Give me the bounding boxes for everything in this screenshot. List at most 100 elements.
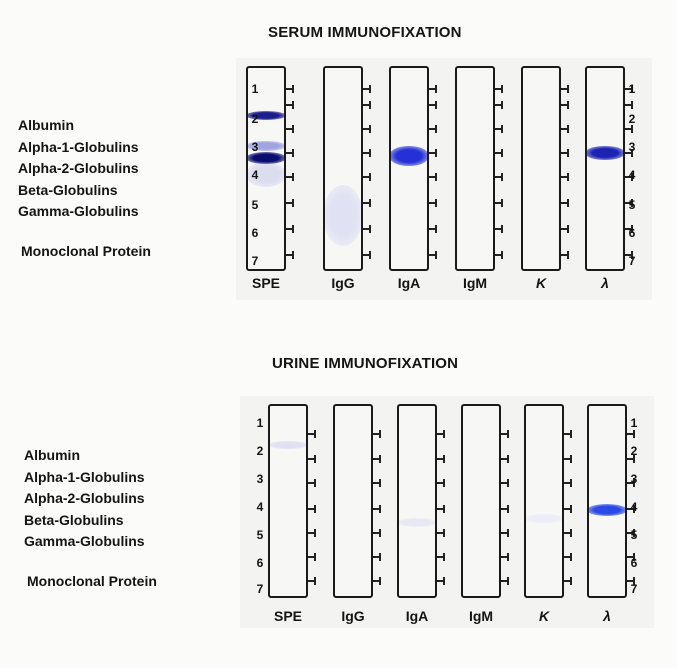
urine-tick-mark xyxy=(564,479,572,487)
serum-lane-label-iga: IgA xyxy=(397,275,421,291)
serum-tick-mark xyxy=(286,225,294,233)
urine-left-fraction-number: 7 xyxy=(256,582,264,596)
urine-lane-label-spe: SPE xyxy=(273,608,302,624)
urine-tick-mark xyxy=(373,505,381,513)
urine-tick-mark xyxy=(373,430,381,438)
urine-right-fraction-number: 2 xyxy=(630,444,638,458)
serum-panel: SERUM IMMUNOFIXATION Albumin Alpha-1-Glo… xyxy=(0,0,677,320)
serum-fraction-alpha2: Alpha-2-Globulins xyxy=(18,160,139,176)
serum-spe-band xyxy=(248,140,284,152)
serum-lane-label-igg: IgG xyxy=(331,275,355,291)
urine-lane-label-igm: IgM xyxy=(468,608,494,624)
urine-tick-mark xyxy=(564,430,572,438)
urine-right-fraction-number: 1 xyxy=(630,416,638,430)
urine-left-fraction-number: 6 xyxy=(256,556,264,570)
urine-right-fraction-number: 5 xyxy=(630,528,638,542)
urine-tick-mark xyxy=(373,553,381,561)
urine-right-fraction-number: 7 xyxy=(630,582,638,596)
urine-right-fraction-number: 3 xyxy=(630,472,638,486)
urine-tick-mark xyxy=(373,529,381,537)
urine-left-fraction-number: 1 xyxy=(256,416,264,430)
urine-tick-mark xyxy=(308,479,316,487)
serum-lane-label-kappa: K xyxy=(535,275,547,291)
serum-left-fraction-number: 6 xyxy=(251,226,259,240)
urine-tick-mark xyxy=(627,479,635,487)
serum-left-fraction-number: 4 xyxy=(251,168,259,182)
serum-lane-kappa xyxy=(521,66,561,271)
serum-iga-band xyxy=(391,145,427,167)
serum-tick-mark xyxy=(561,85,569,93)
urine-right-fraction-number: 6 xyxy=(630,556,638,570)
urine-tick-mark xyxy=(627,430,635,438)
urine-tick-mark xyxy=(437,529,445,537)
serum-lane-label-igm: IgM xyxy=(462,275,488,291)
urine-tick-mark xyxy=(373,479,381,487)
serum-tick-mark xyxy=(625,251,633,259)
serum-right-fraction-number: 1 xyxy=(628,82,636,96)
serum-tick-mark xyxy=(286,173,294,181)
serum-tick-mark xyxy=(363,199,371,207)
serum-tick-mark xyxy=(495,173,503,181)
urine-tick-mark xyxy=(501,505,509,513)
serum-tick-mark xyxy=(429,125,437,133)
urine-kappa-band xyxy=(526,513,562,524)
serum-fraction-albumin: Albumin xyxy=(18,117,74,133)
urine-tick-mark xyxy=(437,479,445,487)
serum-lane-spe xyxy=(246,66,286,271)
urine-tick-mark xyxy=(437,553,445,561)
urine-tick-mark xyxy=(437,577,445,585)
serum-spe-band xyxy=(248,110,284,120)
urine-tick-mark xyxy=(564,455,572,463)
serum-spe-band xyxy=(248,152,284,165)
urine-iga-band xyxy=(399,517,435,528)
serum-right-fraction-number: 2 xyxy=(628,112,636,126)
urine-fraction-albumin: Albumin xyxy=(24,447,80,463)
serum-monoclonal-label: Monoclonal Protein xyxy=(21,242,151,259)
urine-tick-mark xyxy=(373,455,381,463)
urine-tick-mark xyxy=(501,529,509,537)
urine-tick-mark xyxy=(627,455,635,463)
urine-title: URINE IMMUNOFIXATION xyxy=(272,355,459,372)
serum-tick-mark xyxy=(363,149,371,157)
urine-tick-mark xyxy=(627,529,635,537)
urine-tick-mark xyxy=(501,577,509,585)
serum-tick-mark xyxy=(363,251,371,259)
urine-tick-mark xyxy=(501,553,509,561)
urine-tick-mark xyxy=(564,529,572,537)
urine-fraction-alpha1: Alpha-1-Globulins xyxy=(24,468,145,485)
serum-right-fraction-number: 4 xyxy=(628,168,636,182)
serum-tick-mark xyxy=(561,251,569,259)
serum-tick-mark xyxy=(363,85,371,93)
urine-tick-mark xyxy=(308,455,316,463)
urine-left-fraction-number: 3 xyxy=(256,472,264,486)
serum-tick-mark xyxy=(429,173,437,181)
serum-tick-mark xyxy=(429,251,437,259)
serum-tick-mark xyxy=(625,173,633,181)
urine-fraction-labels: Albumin Alpha-1-Globulins Alpha-2-Globul… xyxy=(24,445,157,592)
serum-right-fraction-number: 3 xyxy=(628,140,636,154)
urine-tick-mark xyxy=(437,430,445,438)
serum-tick-mark xyxy=(625,85,633,93)
urine-tick-mark xyxy=(308,577,316,585)
urine-tick-mark xyxy=(437,455,445,463)
serum-tick-mark xyxy=(561,173,569,181)
serum-tick-mark xyxy=(286,149,294,157)
serum-tick-mark xyxy=(495,225,503,233)
urine-lane-label-igg: IgG xyxy=(341,608,365,624)
urine-lane-spe xyxy=(268,404,308,598)
urine-fraction-alpha2: Alpha-2-Globulins xyxy=(24,490,145,506)
serum-tick-mark xyxy=(625,125,633,133)
serum-tick-mark xyxy=(286,251,294,259)
serum-tick-mark xyxy=(625,225,633,233)
serum-left-fraction-number: 2 xyxy=(251,112,259,126)
serum-tick-mark xyxy=(625,149,633,157)
serum-tick-mark xyxy=(495,199,503,207)
urine-tick-mark xyxy=(437,505,445,513)
serum-panel-background xyxy=(236,58,652,300)
serum-tick-mark xyxy=(495,149,503,157)
urine-monoclonal-label: Monoclonal Protein xyxy=(27,572,157,589)
serum-tick-mark xyxy=(286,85,294,93)
serum-fraction-labels: Albumin Alpha-1-Globulins Alpha-2-Globul… xyxy=(18,115,151,262)
serum-igg-band xyxy=(325,184,361,247)
